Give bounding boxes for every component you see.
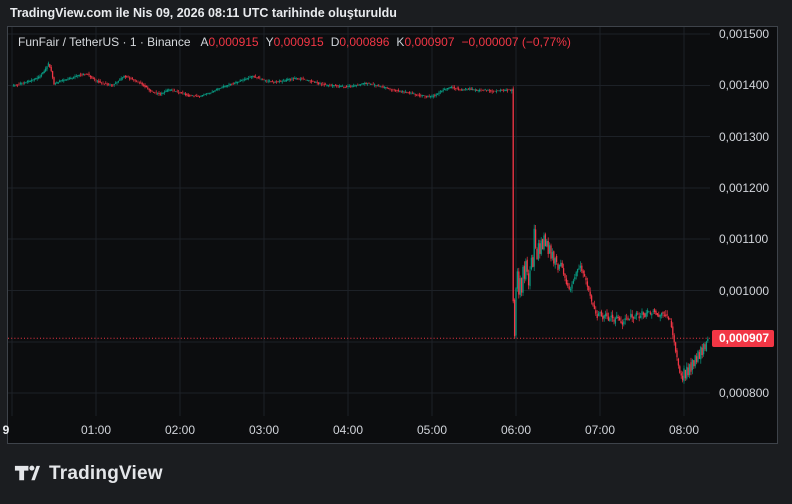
- last-price-badge: 0,000907: [712, 329, 774, 347]
- time-axis-label: 01:00: [80, 423, 112, 437]
- tradingview-logo[interactable]: TradingView: [13, 461, 163, 488]
- price-axis-label: 0,001100: [719, 232, 769, 247]
- candle-bodies-up: [12, 63, 709, 382]
- price-axis-label: 0,001500: [719, 27, 770, 41]
- vertical-gridlines: [11, 27, 685, 416]
- symbol-title[interactable]: FunFair / TetherUS · 1 · Binance: [18, 35, 191, 49]
- symbol-ohlc-row: FunFair / TetherUS · 1 · Binance A0,00091…: [18, 35, 571, 49]
- candle-wicks-up: [13, 61, 709, 384]
- high-field: Y0,000915: [266, 35, 324, 49]
- time-axis-label: 03:00: [248, 423, 280, 437]
- high-label: Y: [265, 35, 274, 49]
- time-axis-label: 07:00: [584, 423, 616, 437]
- time-axis-label: 05:00: [416, 423, 448, 437]
- close-value: 0,000907: [404, 35, 455, 49]
- price-axis-label: 0,001300: [719, 129, 770, 144]
- horizontal-gridlines: [8, 33, 710, 394]
- low-value: 0,000896: [339, 35, 390, 49]
- time-axis-label: 08:00: [668, 423, 700, 437]
- attribution-text: TradingView.com ile Nis 09, 2026 08:11 U…: [10, 6, 397, 20]
- chart-canvas[interactable]: [8, 27, 777, 443]
- high-value: 0,000915: [273, 35, 324, 49]
- low-label: D: [330, 35, 340, 49]
- price-axis-label: 0,001400: [719, 78, 770, 93]
- price-axis-label: 0,000800: [719, 386, 770, 401]
- price-axis-label: 0,001200: [719, 180, 770, 195]
- chart-frame[interactable]: FunFair / TetherUS · 1 · Binance A0,00091…: [3, 26, 778, 444]
- footer-bar: TradingView: [0, 444, 792, 504]
- time-axis-day-label: 9: [2, 423, 10, 437]
- close-field: K0,000907: [396, 35, 454, 49]
- tradingview-logo-text: TradingView: [49, 463, 163, 484]
- time-axis-label: 04:00: [332, 423, 364, 437]
- time-axis-label: 02:00: [164, 423, 196, 437]
- attribution-bar: TradingView.com ile Nis 09, 2026 08:11 U…: [0, 0, 792, 26]
- candle-bodies-down: [15, 64, 706, 381]
- open-value: 0,000915: [208, 35, 259, 49]
- time-axis-label: 06:00: [500, 423, 532, 437]
- open-field: A0,000915: [201, 35, 259, 49]
- change-value: −0,000007 (−0,77%): [461, 35, 571, 49]
- open-label: A: [200, 35, 209, 49]
- low-field: D0,000896: [331, 35, 390, 49]
- candle-wicks-down: [15, 63, 706, 383]
- price-axis-label: 0,001000: [719, 283, 770, 298]
- close-label: K: [396, 35, 405, 49]
- tradingview-logo-icon: [14, 465, 40, 480]
